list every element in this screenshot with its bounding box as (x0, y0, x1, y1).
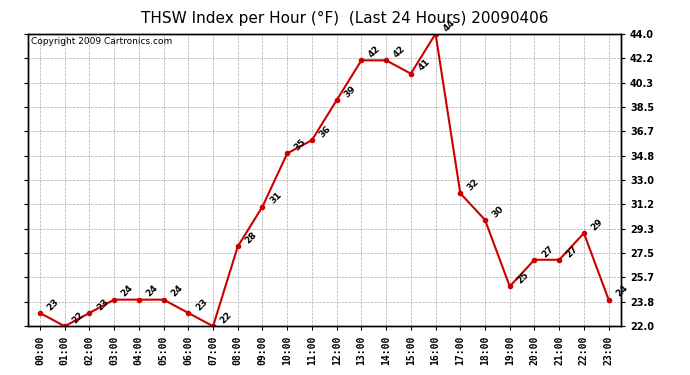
Text: 28: 28 (244, 231, 259, 246)
Text: 44: 44 (441, 18, 457, 33)
Text: 23: 23 (194, 297, 209, 312)
Text: 24: 24 (614, 284, 629, 299)
Text: 42: 42 (367, 44, 382, 60)
Text: 27: 27 (564, 244, 580, 259)
Text: 23: 23 (95, 297, 110, 312)
Text: THSW Index per Hour (°F)  (Last 24 Hours) 20090406: THSW Index per Hour (°F) (Last 24 Hours)… (141, 11, 549, 26)
Text: 22: 22 (219, 310, 234, 326)
Text: 39: 39 (342, 84, 357, 99)
Text: 24: 24 (144, 284, 159, 299)
Text: 41: 41 (416, 58, 432, 73)
Text: 29: 29 (589, 217, 604, 232)
Text: 27: 27 (540, 244, 555, 259)
Text: 31: 31 (268, 190, 284, 206)
Text: 30: 30 (491, 204, 506, 219)
Text: 24: 24 (169, 284, 184, 299)
Text: 22: 22 (70, 310, 86, 326)
Text: 36: 36 (317, 124, 333, 140)
Text: 25: 25 (515, 270, 531, 286)
Text: 42: 42 (392, 44, 407, 60)
Text: 23: 23 (46, 297, 61, 312)
Text: 32: 32 (466, 177, 481, 192)
Text: 35: 35 (293, 137, 308, 153)
Text: Copyright 2009 Cartronics.com: Copyright 2009 Cartronics.com (30, 37, 172, 46)
Text: 24: 24 (119, 284, 135, 299)
